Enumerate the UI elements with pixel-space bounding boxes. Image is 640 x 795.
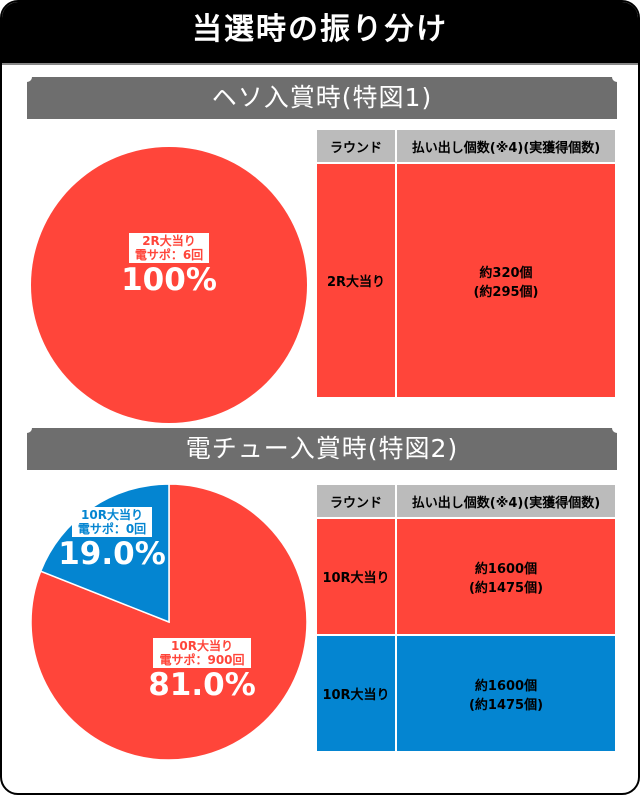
table-row: 10R大当り 約1600個 (約1475個) [315, 634, 617, 753]
column-header: 払い出し個数(※4)(実獲得個数) [395, 128, 617, 164]
slice-sublabel: 電サポ：0回 [77, 522, 147, 536]
slice-sublabel: 電サポ：6回 [134, 248, 204, 262]
payout-cell: 約320個 (約295個) [395, 162, 617, 399]
slice-sublabel: 電サポ：900回 [159, 653, 245, 667]
table-row: 10R大当り 約1600個 (約1475個) [315, 517, 617, 636]
pie1-slice-label: 2R大当り 電サポ：6回 100% [99, 233, 239, 297]
slice-label: 2R大当り [142, 234, 196, 248]
slice-percent: 81.0% [148, 667, 256, 703]
round-cell: 10R大当り [315, 517, 397, 636]
slice-label: 10R大当り [81, 508, 143, 522]
payout: 約1600個 [474, 561, 538, 577]
pie2-slice-label-blue: 10R大当り 電サポ：0回 19.0% [56, 507, 168, 571]
pie2-slice-label-red: 10R大当り 電サポ：900回 81.0% [137, 638, 267, 702]
section-heading-1: ヘソ入賞時(特図1) [22, 72, 622, 119]
payout-cell: 約1600個 (約1475個) [395, 634, 617, 753]
payout-cell: 約1600個 (約1475個) [395, 517, 617, 636]
round-cell: 10R大当り [315, 634, 397, 753]
pie-slice [31, 147, 307, 423]
payout-table-1: ラウンド 払い出し個数(※4)(実獲得個数) 2R大当り 約320個 (約295個) [315, 128, 617, 399]
column-header: ラウンド [315, 128, 397, 164]
page-title: 当選時の振り分け [2, 2, 638, 65]
slice-percent: 100% [121, 262, 217, 298]
slice-label: 10R大当り [171, 639, 233, 653]
payout: 約1600個 [474, 678, 538, 694]
round-cell: 2R大当り [315, 162, 397, 399]
actual: (約1475個) [468, 697, 544, 713]
table-row: 2R大当り 約320個 (約295個) [315, 162, 617, 399]
actual: (約1475個) [468, 580, 544, 596]
column-header: 払い出し個数(※4)(実獲得個数) [395, 483, 617, 519]
actual: (約295個) [473, 284, 539, 300]
column-header: ラウンド [315, 483, 397, 519]
payout: 約320個 [479, 265, 533, 281]
payout-table-2: ラウンド 払い出し個数(※4)(実獲得個数) 10R大当り 約1600個 (約147… [315, 483, 617, 753]
section-heading-2: 電チュー入賞時(特図2) [22, 423, 622, 470]
slice-percent: 19.0% [58, 536, 166, 572]
pie-1 [31, 147, 307, 423]
